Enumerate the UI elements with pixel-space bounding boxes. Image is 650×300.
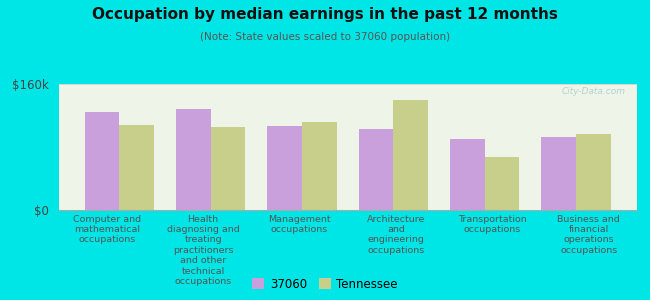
Bar bbox=[120, 125, 154, 210]
Bar bbox=[450, 139, 485, 210]
Text: Transportation
occupations: Transportation occupations bbox=[458, 214, 526, 234]
Text: Business and
financial
operations
occupations: Business and financial operations occupa… bbox=[558, 214, 620, 255]
Bar bbox=[576, 134, 611, 210]
Bar bbox=[211, 127, 246, 210]
Bar bbox=[84, 112, 120, 210]
Bar bbox=[541, 137, 576, 210]
Text: (Note: State values scaled to 37060 population): (Note: State values scaled to 37060 popu… bbox=[200, 32, 450, 41]
Bar bbox=[359, 129, 393, 210]
Bar bbox=[267, 126, 302, 210]
Bar bbox=[302, 122, 337, 210]
Bar bbox=[176, 109, 211, 210]
Text: Architecture
and
engineering
occupations: Architecture and engineering occupations bbox=[367, 214, 425, 255]
Text: Health
diagnosing and
treating
practitioners
and other
technical
occupations: Health diagnosing and treating practitio… bbox=[167, 214, 239, 286]
Legend: 37060, Tennessee: 37060, Tennessee bbox=[248, 274, 402, 294]
Text: City-Data.com: City-Data.com bbox=[562, 86, 625, 95]
Text: Computer and
mathematical
occupations: Computer and mathematical occupations bbox=[73, 214, 141, 244]
Bar bbox=[393, 100, 428, 210]
Text: Occupation by median earnings in the past 12 months: Occupation by median earnings in the pas… bbox=[92, 8, 558, 22]
Bar bbox=[485, 157, 519, 210]
Text: Management
occupations: Management occupations bbox=[268, 214, 331, 234]
